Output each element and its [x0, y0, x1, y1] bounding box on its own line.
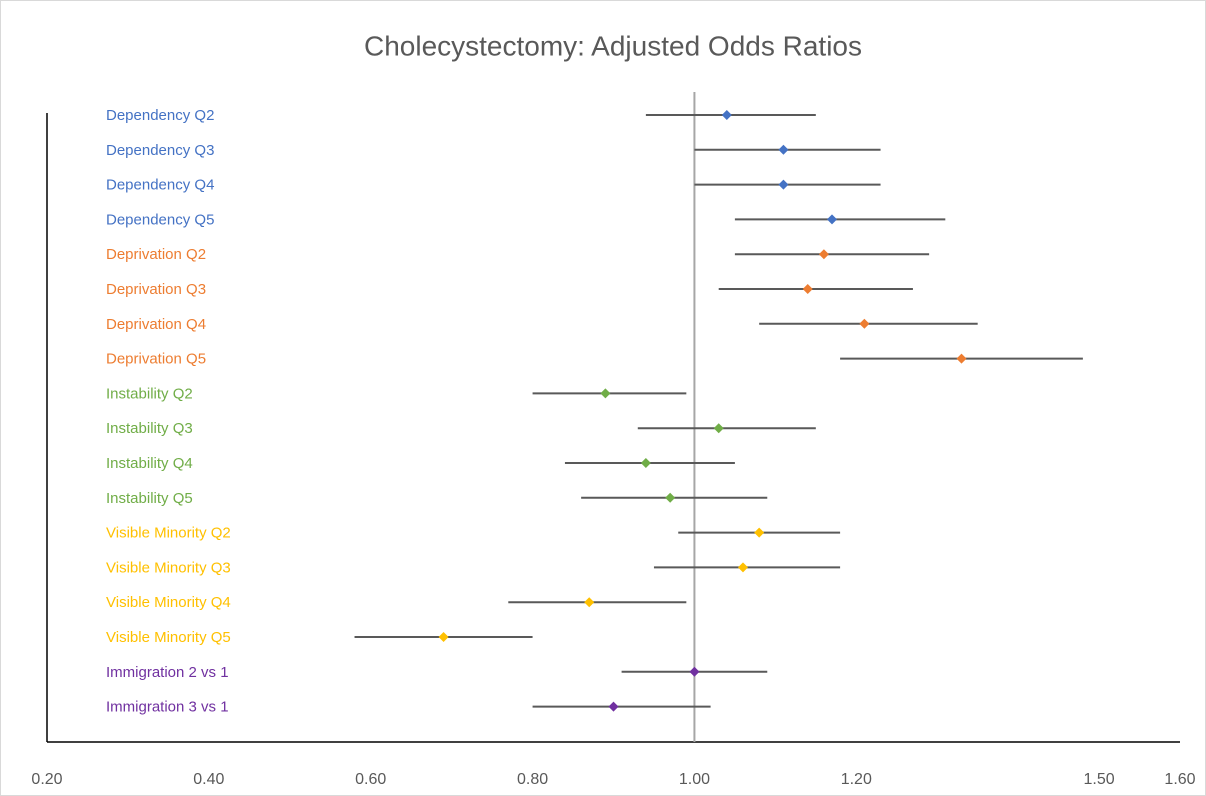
category-label: Instability Q3	[106, 420, 193, 437]
point-marker	[778, 144, 789, 155]
category-label: Visible Minority Q2	[106, 525, 231, 542]
point-marker	[818, 249, 829, 260]
x-tick-label: 0.60	[355, 771, 386, 788]
x-tick-label: 1.60	[1164, 771, 1195, 788]
category-label: Visible Minority Q5	[106, 629, 231, 646]
category-label: Instability Q4	[106, 455, 193, 472]
category-label: Immigration 3 vs 1	[106, 699, 229, 716]
point-marker	[802, 284, 813, 294]
point-marker	[713, 423, 724, 434]
category-label: Deprivation Q4	[106, 316, 206, 333]
category-label: Dependency Q2	[106, 107, 214, 124]
category-label: Deprivation Q5	[106, 351, 206, 368]
point-marker	[600, 388, 611, 399]
category-label: Dependency Q3	[106, 142, 214, 159]
chart-title: Cholecystectomy: Adjusted Odds Ratios	[364, 30, 862, 61]
category-label: Deprivation Q2	[106, 246, 206, 263]
category-label: Deprivation Q3	[106, 281, 206, 298]
category-label: Instability Q2	[106, 385, 193, 402]
point-marker	[778, 179, 789, 190]
category-label: Immigration 2 vs 1	[106, 664, 229, 681]
point-marker	[721, 110, 732, 120]
point-marker	[438, 632, 449, 642]
x-tick-label: 1.00	[679, 771, 710, 788]
category-label: Visible Minority Q3	[106, 559, 231, 576]
x-tick-label: 0.40	[193, 771, 224, 788]
point-marker	[827, 214, 838, 225]
point-marker	[640, 458, 651, 468]
point-marker	[737, 562, 748, 573]
category-label: Instability Q5	[106, 490, 193, 507]
category-label: Visible Minority Q4	[106, 594, 231, 611]
x-tick-label: 1.50	[1084, 771, 1115, 788]
x-tick-label: 1.20	[841, 771, 872, 788]
point-marker	[754, 527, 765, 538]
point-marker	[665, 492, 676, 503]
category-label: Dependency Q5	[106, 211, 214, 228]
x-tick-label: 0.80	[517, 771, 548, 788]
point-marker	[859, 318, 870, 329]
point-marker	[689, 666, 700, 677]
x-tick-label: 0.20	[31, 771, 62, 788]
category-label: Dependency Q4	[106, 177, 214, 194]
point-marker	[956, 353, 967, 364]
point-marker	[608, 701, 619, 712]
point-marker	[584, 597, 595, 608]
